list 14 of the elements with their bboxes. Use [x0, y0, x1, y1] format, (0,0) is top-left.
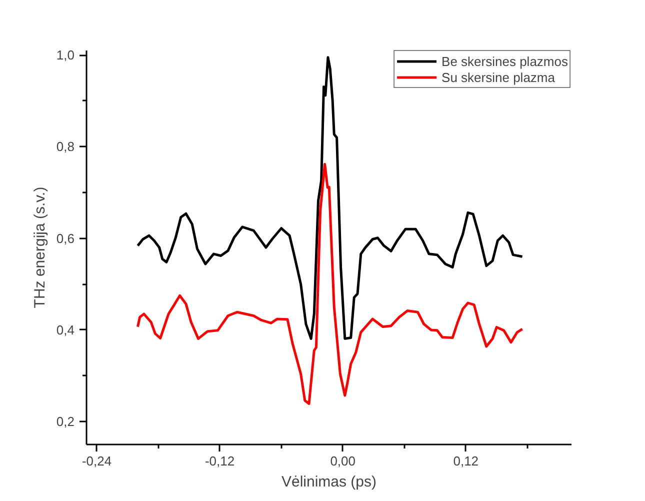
x-tick-label: 0,12 [453, 454, 479, 468]
legend-label: Su skersine plazma [442, 69, 555, 85]
x-tick-label: -0,24 [82, 454, 112, 468]
line-series [136, 162, 524, 405]
x-tick-label: -0,12 [204, 454, 235, 468]
y-tick-label: 0,6 [56, 230, 75, 246]
x-tick-label: 0,00 [330, 454, 356, 468]
y-tick-label: 0,8 [56, 139, 75, 154]
y-axis-title: THz energija (s.v.) [31, 186, 48, 308]
y-tick-label: 0,4 [56, 322, 75, 338]
x-axis-title: Vėlinimas (ps) [281, 474, 377, 490]
y-tick-label: 1,0 [56, 48, 75, 63]
legend-label: Be skersines plazmos [442, 53, 568, 69]
y-tick-label: 0,2 [56, 414, 75, 430]
